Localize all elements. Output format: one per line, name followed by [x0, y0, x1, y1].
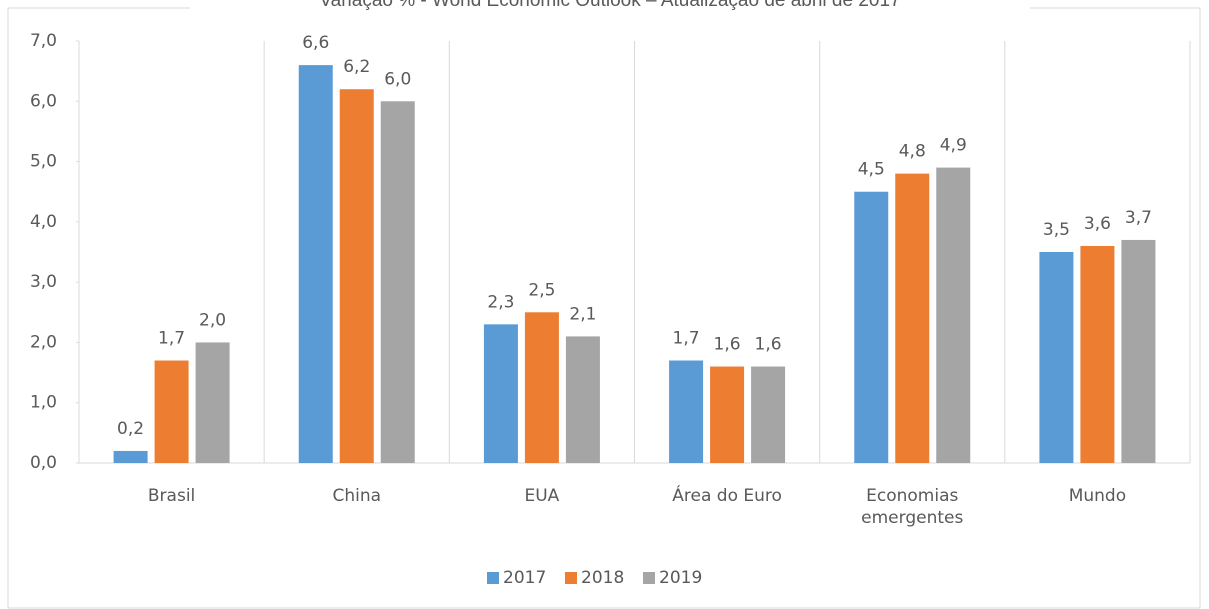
y-tick-label: 4,0: [30, 212, 57, 232]
data-label: 2,5: [528, 280, 555, 300]
x-tick-label: EUA: [524, 486, 560, 506]
x-tick-label: Área do Euro: [672, 486, 782, 506]
y-tick-label: 7,0: [30, 31, 57, 51]
bar: [298, 65, 333, 463]
data-label: 0,2: [117, 419, 144, 439]
bar: [483, 324, 518, 463]
chart-border: [7, 7, 1201, 609]
bar: [1121, 239, 1156, 463]
y-tick-label: 1,0: [30, 393, 57, 413]
x-tick-label: China: [332, 486, 382, 506]
legend-swatch: [643, 572, 655, 584]
bar: [895, 173, 930, 463]
bar: [339, 89, 374, 463]
bar: [669, 360, 704, 463]
bar: [710, 366, 745, 463]
bar: [565, 336, 600, 463]
data-label: 4,5: [858, 160, 885, 180]
bar: [380, 101, 415, 464]
x-tick-label: Economias emergentes: [861, 486, 964, 528]
data-label: 6,0: [384, 69, 411, 89]
legend-label: 2019: [659, 568, 702, 588]
chart-title: Variação % - World Economic Outlook – At…: [319, 0, 900, 11]
data-label: 6,2: [343, 57, 370, 77]
bar: [854, 191, 889, 463]
legend-label: 2017: [503, 568, 546, 588]
y-tick-label: 0,0: [30, 453, 57, 473]
legend-swatch: [487, 572, 499, 584]
bar: [936, 167, 971, 463]
data-label: 4,8: [899, 142, 926, 162]
y-tick-label: 2,0: [30, 332, 57, 352]
data-label: 1,6: [714, 335, 741, 355]
y-tick-label: 5,0: [30, 152, 57, 172]
y-tick-label: 3,0: [30, 272, 57, 292]
bar: [524, 312, 559, 463]
data-label: 6,6: [302, 33, 329, 53]
data-label: 2,0: [199, 310, 226, 330]
title-backdrop: [190, 0, 1030, 9]
data-label: 4,9: [940, 136, 967, 156]
x-tick-label: Mundo: [1068, 486, 1127, 506]
bar: [195, 342, 230, 463]
data-label: 3,7: [1125, 208, 1152, 228]
data-label: 3,6: [1084, 214, 1111, 234]
data-label: 3,5: [1043, 220, 1070, 240]
data-label: 1,7: [158, 329, 185, 349]
legend-label: 2018: [581, 568, 624, 588]
data-label: 2,1: [569, 304, 596, 324]
legend-swatch: [565, 572, 577, 584]
data-label: 1,6: [755, 335, 782, 355]
data-label: 1,7: [673, 329, 700, 349]
bar: [751, 366, 786, 463]
bar: [113, 450, 148, 463]
bar: [1039, 252, 1074, 463]
bar: [1080, 245, 1115, 463]
bar: [154, 360, 189, 463]
x-tick-label: Brasil: [147, 486, 196, 506]
data-label: 2,3: [487, 292, 514, 312]
y-tick-label: 6,0: [30, 91, 57, 111]
